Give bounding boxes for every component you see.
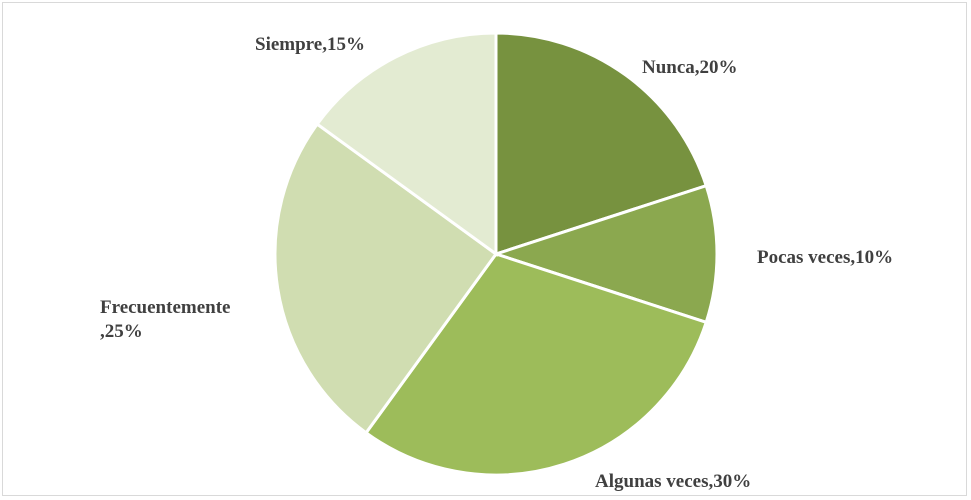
data-label: Frecuentemente ,25% xyxy=(100,297,231,342)
pie-slice xyxy=(491,183,719,325)
data-label: Pocas veces,10% xyxy=(757,247,894,268)
data-label: Siempre,15% xyxy=(255,34,365,55)
data-label: Algunas veces,30% xyxy=(595,471,752,492)
pie-slice xyxy=(494,31,709,257)
pie-slice xyxy=(364,252,709,477)
data-label: Nunca,20% xyxy=(642,57,738,78)
pie-slice xyxy=(315,31,498,257)
pie-slice xyxy=(273,122,499,435)
